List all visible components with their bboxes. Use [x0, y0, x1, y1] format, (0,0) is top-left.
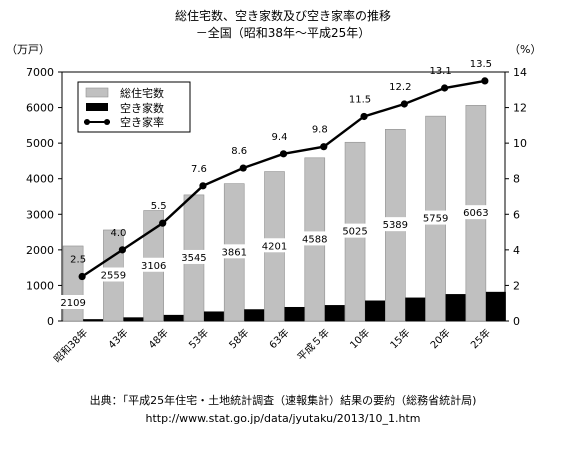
vacancy-rate-point: [360, 112, 368, 121]
vacancy-rate-data-label: 5.5: [151, 201, 167, 212]
chart-title: 総住宅数、空き家数及び空き家率の推移: [175, 8, 391, 23]
vacancy-rate-point: [481, 77, 489, 85]
total-housing-data-label: 4588: [302, 234, 327, 245]
vacancy-rate-data-label: 9.4: [272, 132, 288, 143]
vacancy-rate-point: [118, 246, 127, 254]
left-axis-tick-label: 5000: [26, 137, 54, 150]
vacant-houses-bar: [445, 294, 466, 321]
vacancy-rate-point: [400, 100, 408, 108]
category-label: 48年: [146, 326, 171, 351]
left-axis-tick-label: 1000: [26, 279, 54, 292]
right-axis-tick-label: 8: [513, 173, 520, 186]
vacancy-rate-point: [440, 84, 449, 92]
category-label: 平成５年: [294, 326, 331, 363]
vacancy-rate-data-label: 13.5: [470, 59, 492, 70]
right-axis-tick-label: 4: [513, 244, 520, 257]
vacancy-rate-data-label: 11.5: [349, 94, 371, 105]
chart-subtitle: －全国（昭和38年～平成25年）: [196, 25, 371, 40]
source-url: http://www.stat.go.jp/data/jyutaku/2013/…: [145, 412, 421, 425]
right-axis-tick-label: 2: [513, 279, 520, 292]
left-axis-tick-label: 2000: [26, 244, 54, 257]
left-axis-tick-label: 6000: [26, 102, 54, 115]
total-housing-data-label: 3106: [141, 261, 166, 272]
vacant-houses-bar: [284, 306, 305, 321]
total-housing-data-label: 2559: [101, 270, 126, 281]
right-axis-tick-label: 0: [513, 315, 520, 328]
vacancy-rate-point: [78, 272, 86, 281]
total-housing-data-label: 5025: [342, 227, 367, 238]
vacancy-rate-point: [320, 143, 328, 151]
total-housing-label-bg: [461, 205, 490, 220]
total-housing-label-bg: [260, 238, 289, 253]
category-label: 53年: [186, 326, 211, 351]
legend-label-vacant-houses: 空き家数: [120, 101, 164, 115]
category-label: 25年: [468, 326, 493, 351]
total-housing-data-label: 3861: [222, 247, 247, 258]
category-label: 58年: [226, 326, 251, 351]
vacancy-rate-data-label: 7.6: [191, 164, 207, 175]
total-housing-data-label: 3545: [181, 253, 206, 264]
vacant-houses-bar: [83, 319, 104, 321]
vacant-houses-bar: [244, 309, 265, 321]
total-housing-label-bg: [341, 223, 370, 238]
total-housing-label-bg: [220, 244, 249, 259]
legend-label-total-housing: 総住宅数: [120, 86, 164, 100]
vacancy-rate-data-label: 4.0: [110, 228, 126, 239]
legend-swatch-vacancy-rate-point: [84, 119, 90, 125]
total-housing-data-label: 6063: [463, 208, 488, 219]
total-housing-data-label: 5759: [423, 214, 448, 225]
total-housing-label-bg: [59, 295, 88, 309]
left-axis-tick-label: 4000: [26, 173, 54, 186]
total-housing-label-bg: [381, 217, 410, 232]
total-housing-data-label: 4201: [262, 241, 287, 252]
category-label: 20年: [427, 326, 452, 351]
vacant-houses-bar: [405, 297, 426, 321]
vacancy-rate-point: [279, 150, 288, 158]
vacancy-rate-data-label: 2.5: [70, 255, 86, 266]
vacancy-rate-point: [159, 219, 167, 227]
legend-label-vacancy-rate: 空き家率: [120, 115, 164, 129]
category-label: 63年: [266, 326, 291, 351]
right-axis-tick-label: 10: [513, 137, 527, 150]
left-axis-tick-label: 7000: [26, 66, 54, 79]
right-axis-tick-label: 12: [513, 102, 527, 115]
right-axis-tick-label: 6: [513, 208, 520, 221]
vacant-houses-bar: [123, 317, 144, 321]
vacant-houses-bar: [203, 311, 224, 321]
vacant-houses-bar: [163, 314, 184, 321]
vacant-houses-bar: [324, 305, 345, 321]
category-label: 15年: [387, 326, 412, 351]
left-axis-tick-label: 0: [47, 315, 54, 328]
total-housing-label-bg: [139, 257, 168, 272]
legend-swatch-vacancy-rate-point: [104, 119, 110, 125]
vacancy-rate-data-label: 13.1: [429, 66, 451, 77]
total-housing-label-bg: [179, 249, 208, 264]
vacant-houses-bar: [485, 291, 506, 321]
total-housing-label-bg: [300, 231, 329, 246]
vacancy-rate-data-label: 9.8: [312, 125, 328, 136]
total-housing-label-bg: [421, 210, 450, 225]
source-citation: 出典：「平成25年住宅・土地統計調査（速報集計）結果の要約（総務省統計局): [89, 394, 477, 407]
total-housing-data-label: 2109: [60, 298, 85, 309]
category-label: 昭和38年: [51, 326, 90, 365]
total-housing-data-label: 5389: [383, 220, 408, 231]
vacancy-rate-point: [239, 164, 247, 172]
left-axis-unit: （万戸）: [6, 43, 50, 56]
legend-swatch-total-housing: [85, 87, 109, 98]
vacant-houses-bar: [365, 300, 386, 321]
vacancy-rate-data-label: 12.2: [389, 82, 411, 93]
category-label: 10年: [347, 326, 372, 351]
left-axis-tick-label: 3000: [26, 208, 54, 221]
category-label: 43年: [105, 326, 130, 351]
vacancy-rate-data-label: 8.6: [231, 146, 247, 157]
legend-swatch-vacant-houses: [86, 103, 108, 111]
total-housing-label-bg: [99, 267, 128, 282]
vacancy-rate-point: [199, 182, 207, 190]
right-axis-tick-label: 14: [513, 66, 527, 79]
right-axis-unit: （%）: [509, 43, 541, 56]
